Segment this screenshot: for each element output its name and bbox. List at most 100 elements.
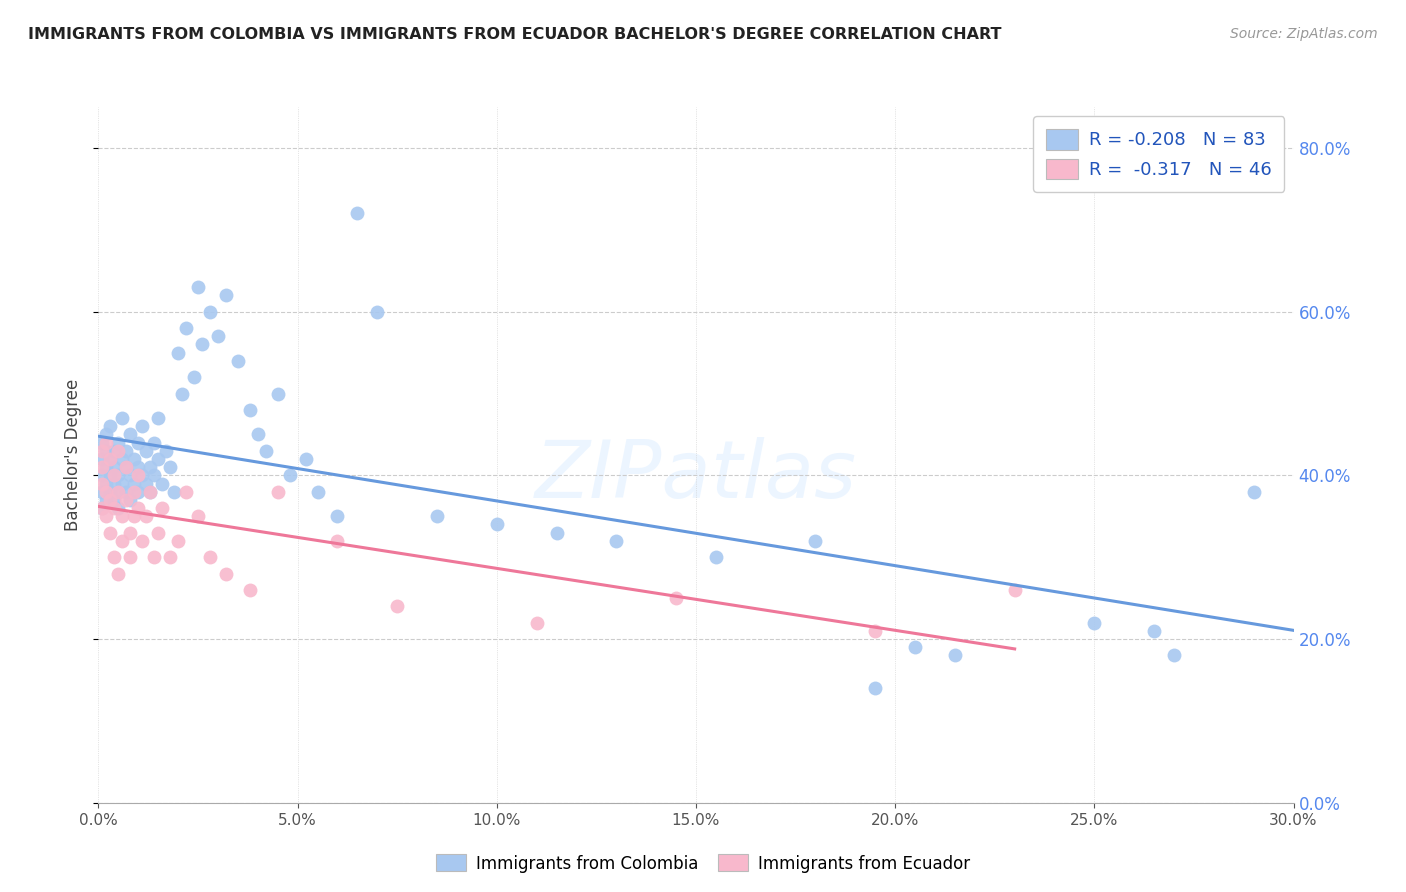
Point [91,501,114,516]
Point [124,452,146,467]
Point [385,599,409,614]
Point [863,681,887,696]
Point [215,288,238,302]
Point [107,566,129,581]
Point [187,509,209,524]
Point [139,460,162,475]
Point [107,484,129,499]
Point [96,443,118,458]
Point [131,468,153,483]
Point [107,484,129,499]
Point [155,443,177,458]
Point [246,427,269,442]
Point [91,460,114,475]
Text: Source: ZipAtlas.com: Source: ZipAtlas.com [1230,27,1378,41]
Point [96,435,118,450]
Point [91,435,114,450]
Point [96,492,118,507]
Point [163,484,186,499]
Point [111,509,134,524]
Point [187,280,209,294]
Point [366,304,388,318]
Point [1083,615,1105,630]
Point [96,484,118,499]
Point [127,484,149,499]
Point [91,476,114,491]
Point [111,452,134,467]
Point [198,304,221,318]
Point [103,468,125,483]
Point [127,468,149,483]
Point [139,484,162,499]
Point [1143,624,1166,638]
Point [96,427,118,442]
Point [174,321,197,335]
Point [115,460,138,475]
Point [148,452,170,467]
Point [143,435,166,450]
Point [100,525,122,540]
Point [191,337,214,351]
Text: IMMIGRANTS FROM COLOMBIA VS IMMIGRANTS FROM ECUADOR BACHELOR'S DEGREE CORRELATIO: IMMIGRANTS FROM COLOMBIA VS IMMIGRANTS F… [28,27,1001,42]
Point [143,468,166,483]
Point [326,533,349,548]
Point [131,419,153,434]
Point [148,411,170,425]
Point [107,501,129,516]
Point [526,615,548,630]
Point [267,484,290,499]
Point [704,550,727,565]
Point [546,525,568,540]
Point [167,533,190,548]
Point [100,419,122,434]
Point [207,329,229,343]
Point [198,550,221,565]
Point [107,468,129,483]
Point [159,460,181,475]
Point [135,509,157,524]
Point [107,443,129,458]
Point [120,468,142,483]
Point [127,435,149,450]
Point [100,452,122,467]
Point [605,533,627,548]
Point [127,460,149,475]
Point [91,501,114,516]
Legend: R = -0.208   N = 83, R =  -0.317   N = 46: R = -0.208 N = 83, R = -0.317 N = 46 [1033,116,1285,192]
Point [124,476,146,491]
Point [120,427,142,442]
Point [103,550,125,565]
Point [91,468,114,483]
Point [1163,648,1185,663]
Point [96,509,118,524]
Point [426,509,449,524]
Point [254,443,277,458]
Point [159,550,181,565]
Point [278,468,301,483]
Point [115,460,138,475]
Point [100,492,122,507]
Point [904,640,927,655]
Point [91,443,114,458]
Point [103,443,125,458]
Point [103,501,125,516]
Point [346,206,368,220]
Point [127,501,149,516]
Point [100,468,122,483]
Point [120,525,142,540]
Point [174,484,197,499]
Point [226,353,249,368]
Point [103,460,125,475]
Point [148,525,170,540]
Point [485,517,508,532]
Point [100,452,122,467]
Point [215,566,238,581]
Point [135,476,157,491]
Point [1004,582,1026,597]
Point [120,550,142,565]
Point [150,501,173,516]
Point [103,476,125,491]
Text: ZIPatlas: ZIPatlas [534,437,858,515]
Point [100,484,122,499]
Point [124,484,146,499]
